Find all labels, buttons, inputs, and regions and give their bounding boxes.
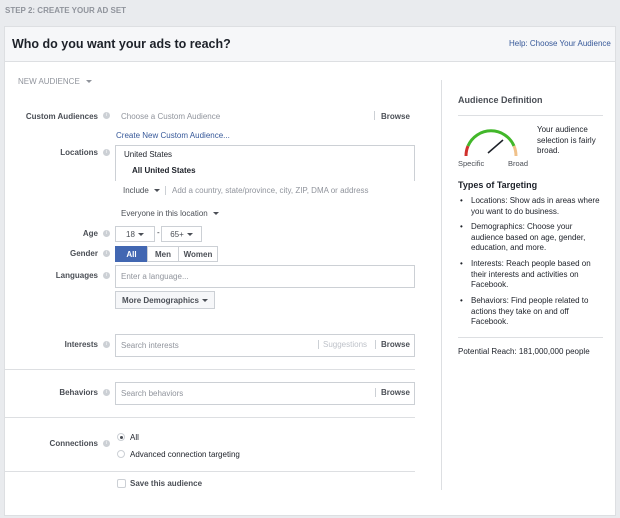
connections-advanced-radio[interactable] [117,450,125,458]
bullet: • [460,296,463,305]
info-icon[interactable]: i [103,250,110,257]
custom-audiences-label: Custom Audiences [25,112,98,121]
age-max-value: 65+ [170,229,184,239]
info-icon[interactable]: i [103,389,110,396]
chevron-down-icon [137,232,144,236]
gender-women-button[interactable]: Women [178,246,218,262]
include-label: Include [123,186,149,195]
audience-summary: Your audience selection is fairly broad. [537,125,596,155]
potential-reach: Potential Reach: 181,000,000 people [458,347,590,356]
gender-label: Gender [69,249,98,258]
step-title: STEP 2: CREATE YOUR AD SET [5,6,127,15]
chevron-down-icon [85,80,92,83]
behaviors-browse-button[interactable]: Browse [381,388,410,397]
info-icon[interactable]: i [103,112,110,119]
info-icon[interactable]: i [103,230,110,237]
behaviors-placeholder: Search behaviors [121,389,184,398]
save-audience-label: Save this audience [130,479,203,488]
languages-label: Languages [55,271,98,280]
age-max-select[interactable]: 65+ [161,226,202,242]
languages-input[interactable] [115,265,415,288]
info-icon[interactable]: i [103,341,110,348]
info-icon[interactable]: i [103,440,110,447]
interests-suggestions-button[interactable]: Suggestions [323,340,368,349]
types-of-targeting-title: Types of Targeting [458,180,538,190]
connections-all-label: All [130,433,139,442]
age-dash: - [157,228,160,237]
radio-dot [119,435,123,439]
divider [4,369,415,370]
separator [375,340,376,349]
interests-browse-button[interactable]: Browse [381,340,410,349]
age-min-value: 18 [126,229,135,239]
chevron-down-icon [212,212,219,215]
locations-box [115,145,415,181]
location-input[interactable]: Add a country, state/province, city, ZIP… [172,186,369,195]
location-selected[interactable]: All United States [132,166,196,175]
separator [375,388,376,397]
age-min-select[interactable]: 18 [115,226,155,242]
connections-advanced-label: Advanced connection targeting [130,450,240,459]
divider [458,337,603,338]
audience-definition-title: Audience Definition [458,95,543,105]
behaviors-label: Behaviors [59,388,98,397]
connections-all-radio[interactable] [117,433,125,441]
targeting-type-interests: Interests: Reach people based on their i… [471,259,591,289]
gender-men-button[interactable]: Men [147,246,179,262]
chevron-down-icon [153,189,160,192]
help-link[interactable]: Help: Choose Your Audience [509,39,611,48]
separator [318,340,319,349]
info-icon[interactable]: i [103,149,110,156]
bullet: • [460,222,463,231]
more-demographics-label: More Demographics [122,295,199,305]
gauge-orange-segment [512,145,518,157]
age-label: Age [82,229,98,238]
info-icon[interactable]: i [103,272,110,279]
languages-placeholder: Enter a language... [121,272,189,281]
targeting-type-demographics: Demographics: Choose your audience based… [471,222,586,252]
gauge-specific-label: Specific [458,159,485,168]
audience-dropdown[interactable]: NEW AUDIENCE [18,77,92,86]
gauge-red-segment [464,145,470,157]
column-divider [441,80,442,490]
bullet: • [460,196,463,205]
location-scope-label: Everyone in this location [121,209,208,218]
interests-placeholder: Search interests [121,341,179,350]
divider [4,471,415,472]
create-custom-audience-link[interactable]: Create New Custom Audience... [116,131,230,140]
custom-audience-browse-button[interactable]: Browse [381,112,410,121]
custom-audience-input[interactable]: Choose a Custom Audience [121,112,221,121]
more-demographics-button[interactable]: More Demographics [115,291,215,309]
gauge-needle [487,139,504,154]
bullet: • [460,259,463,268]
gauge-green-segment [466,129,516,147]
save-audience-checkbox[interactable] [117,479,126,488]
divider [458,115,603,116]
interests-label: Interests [64,340,98,349]
panel-header [4,26,616,62]
behaviors-input[interactable] [115,382,415,405]
audience-gauge [464,129,518,157]
separator [374,111,375,120]
interests-input[interactable] [115,334,415,357]
chevron-down-icon [201,298,208,302]
gauge-broad-label: Broad [508,159,529,168]
location-country: United States [124,150,173,159]
locations-label: Locations [60,148,98,157]
separator [165,186,166,195]
targeting-type-locations: Locations: Show ads in areas where you w… [471,196,600,216]
gender-all-button[interactable]: All [115,246,148,262]
audience-dropdown-label: NEW AUDIENCE [18,77,80,86]
connections-label: Connections [49,439,98,448]
chevron-down-icon [186,232,193,236]
targeting-type-behaviors: Behaviors: Find people related to action… [471,296,589,326]
divider [4,417,415,418]
location-scope-dropdown[interactable]: Everyone in this location [121,209,219,218]
page-title: Who do you want your ads to reach? [12,37,231,51]
include-dropdown[interactable]: Include [123,186,160,195]
